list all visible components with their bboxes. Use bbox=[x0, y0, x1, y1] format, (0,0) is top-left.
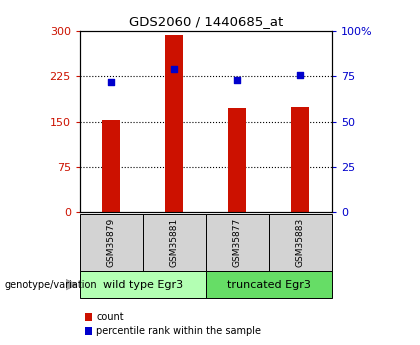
Bar bbox=[80, 214, 143, 271]
Text: GSM35879: GSM35879 bbox=[107, 218, 116, 267]
Bar bbox=[206, 271, 332, 298]
Title: GDS2060 / 1440685_at: GDS2060 / 1440685_at bbox=[129, 16, 283, 29]
Bar bbox=[228, 108, 246, 212]
Bar bbox=[291, 107, 309, 212]
Point bbox=[171, 66, 178, 72]
Bar bbox=[165, 35, 183, 212]
Text: wild type Egr3: wild type Egr3 bbox=[103, 280, 183, 289]
Point bbox=[108, 79, 115, 85]
Legend: count, percentile rank within the sample: count, percentile rank within the sample bbox=[85, 312, 261, 336]
Text: GSM35877: GSM35877 bbox=[233, 218, 242, 267]
Bar bbox=[80, 271, 206, 298]
Bar bbox=[143, 214, 206, 271]
Point bbox=[234, 77, 241, 83]
Text: GSM35883: GSM35883 bbox=[296, 218, 305, 267]
Bar bbox=[206, 214, 269, 271]
Polygon shape bbox=[66, 279, 77, 290]
Bar bbox=[269, 214, 332, 271]
Point bbox=[297, 72, 304, 77]
Bar bbox=[102, 120, 120, 212]
Text: genotype/variation: genotype/variation bbox=[4, 280, 97, 289]
Text: truncated Egr3: truncated Egr3 bbox=[227, 280, 311, 289]
Text: GSM35881: GSM35881 bbox=[170, 218, 179, 267]
